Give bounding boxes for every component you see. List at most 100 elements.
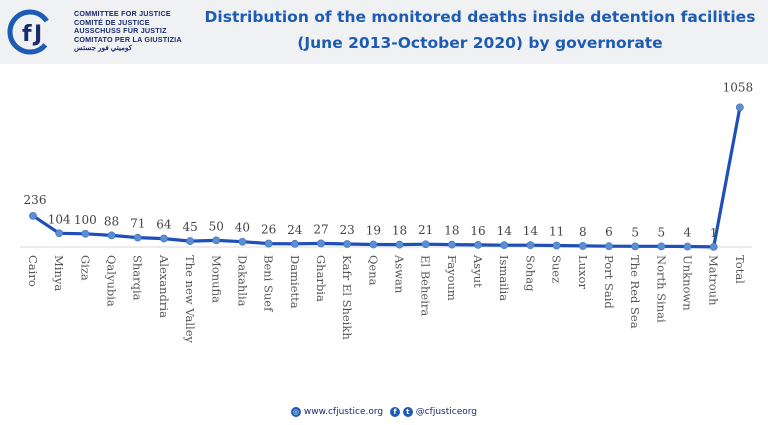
chart-title: Distribution of the monitored deaths ins… <box>196 4 764 56</box>
x-tick-label: The new Valley <box>183 255 197 344</box>
data-point <box>238 237 247 246</box>
x-tick-label: Damietta <box>288 255 302 309</box>
data-label: 50 <box>209 219 224 233</box>
x-tick-label: Ismailia <box>497 255 511 301</box>
x-tick-label: Qalyubia <box>105 255 119 307</box>
x-tick-label: Matrouh <box>707 255 721 306</box>
data-label: 19 <box>366 223 381 237</box>
data-label: 26 <box>261 223 276 237</box>
data-label: 100 <box>74 213 97 227</box>
data-point <box>709 242 718 251</box>
x-tick-label: El Beheira <box>419 255 433 316</box>
data-label: 71 <box>130 217 145 231</box>
data-point <box>81 229 90 238</box>
x-tick-label: Luxor <box>576 255 590 289</box>
data-label: 6 <box>605 225 613 239</box>
x-tick-label: Monufia <box>209 255 223 303</box>
data-label: 104 <box>48 212 71 226</box>
data-point <box>133 233 142 242</box>
logo-line-en: COMMITTEE FOR JUSTICE <box>74 9 171 18</box>
data-label: 14 <box>497 224 513 238</box>
data-point <box>421 240 430 249</box>
data-label: 8 <box>579 225 587 239</box>
x-tick-label: Aswan <box>393 254 407 294</box>
data-label: 4 <box>684 225 692 239</box>
data-label: 11 <box>549 225 564 239</box>
data-point <box>107 231 116 240</box>
logo-line-fr: COMITÉ DE JUSTICE <box>74 17 150 27</box>
x-tick-label: Kafr El Sheikh <box>340 255 354 340</box>
logo-text: COMMITTEE FOR JUSTICE COMITÉ DE JUSTICE … <box>74 9 182 53</box>
data-label: 5 <box>657 225 665 239</box>
data-point <box>657 242 666 251</box>
data-label: 64 <box>156 218 172 232</box>
cfj-logo-icon: f J <box>7 9 53 55</box>
globe-icon: ◎ <box>290 407 301 417</box>
data-point <box>212 236 221 245</box>
social-handle[interactable]: @cfjusticeorg <box>415 407 478 417</box>
data-label: 18 <box>392 224 407 238</box>
data-label: 27 <box>313 222 328 236</box>
x-tick-label: Asyut <box>471 254 485 288</box>
data-point <box>369 240 378 249</box>
svg-text:J: J <box>32 22 42 47</box>
svg-text:f: f <box>22 22 32 47</box>
data-point <box>552 241 561 250</box>
data-label: 236 <box>24 193 47 207</box>
data-point <box>290 239 299 248</box>
data-point <box>447 240 456 249</box>
x-tick-label: Port Said <box>602 255 616 309</box>
data-point <box>186 237 194 245</box>
x-tick-label: Cairo <box>26 255 40 287</box>
logo-line-it: COMITATO PER LA GIUSTIZIA <box>74 34 182 44</box>
logo-line-de: AUSSCHUSS FÜR JUSTIZ <box>74 26 167 36</box>
data-point <box>29 211 37 220</box>
data-point <box>631 242 640 251</box>
x-tick-label: Fayoum <box>445 255 459 301</box>
logo-line-ar: كوميتي فور جستس <box>74 43 133 53</box>
x-tick-label: Suez <box>550 255 564 283</box>
cfj-logo: f J COMMITTEE FOR JUSTICE COMITÉ DE JUST… <box>6 6 196 58</box>
x-tick-label: Qena <box>366 255 380 286</box>
data-point <box>526 241 535 250</box>
data-point <box>264 239 273 248</box>
data-label: 18 <box>444 224 459 238</box>
data-label: 1 <box>710 226 718 240</box>
data-label: 5 <box>631 225 639 239</box>
twitter-icon[interactable]: t <box>402 407 413 417</box>
website-link[interactable]: www.cfjustice.org <box>303 407 384 417</box>
x-tick-label: Beni Suef <box>262 255 276 312</box>
header: f J COMMITTEE FOR JUSTICE COMITÉ DE JUST… <box>0 0 768 64</box>
data-point <box>735 103 744 112</box>
x-tick-label: Alexandria <box>157 254 171 318</box>
x-tick-label: North Sinai <box>654 255 668 323</box>
data-point <box>55 229 64 238</box>
data-point <box>500 241 509 250</box>
data-point <box>395 240 404 249</box>
data-label: 24 <box>287 223 303 237</box>
x-tick-label: Sharqia <box>131 255 145 301</box>
x-tick-label: Total <box>733 255 747 284</box>
data-point <box>474 240 482 249</box>
data-point <box>343 240 352 248</box>
data-point <box>159 234 168 243</box>
data-point <box>317 239 325 248</box>
footer: ◎ www.cfjustice.org f t @cfjusticeorg <box>0 407 768 418</box>
data-label: 1058 <box>723 80 754 94</box>
data-label: 88 <box>104 214 119 228</box>
data-point <box>683 242 692 251</box>
series-line <box>32 107 742 249</box>
data-label: 14 <box>523 224 539 238</box>
x-tick-label: Dakahlia <box>235 255 249 307</box>
x-tick-label: Unknown <box>681 255 695 311</box>
x-tick-label: The Red Sea <box>628 255 642 329</box>
data-point <box>605 242 613 251</box>
x-tick-label: Minya <box>52 255 66 291</box>
data-label: 40 <box>235 221 250 235</box>
facebook-icon[interactable]: f <box>389 407 400 417</box>
line-chart: 236Cairo104Minya100Giza88Qalyubia71Sharq… <box>20 80 754 344</box>
data-point <box>578 242 587 250</box>
data-label: 21 <box>418 223 433 237</box>
data-label: 45 <box>182 220 197 234</box>
data-label: 16 <box>470 224 485 238</box>
